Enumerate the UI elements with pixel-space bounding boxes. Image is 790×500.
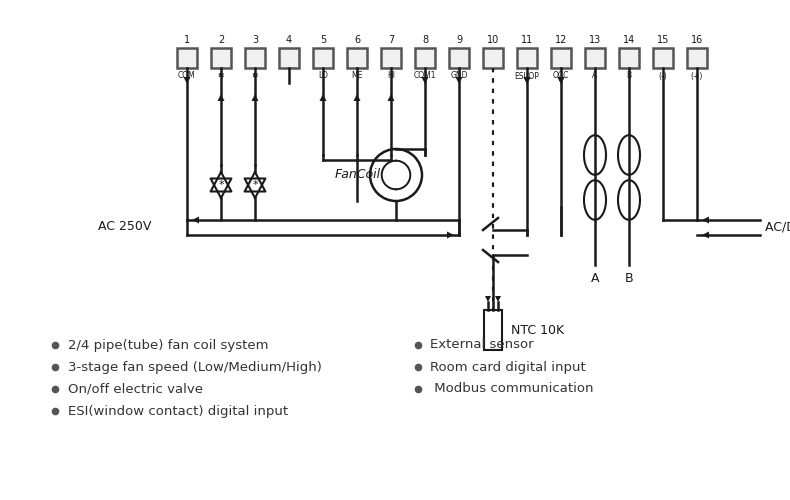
Text: 8: 8 <box>422 35 428 45</box>
Polygon shape <box>702 216 709 224</box>
Text: COM: COM <box>178 72 196 80</box>
Polygon shape <box>251 94 258 101</box>
Text: 1: 1 <box>184 35 190 45</box>
Text: ESI(window contact) digital input: ESI(window contact) digital input <box>68 404 288 417</box>
Bar <box>653 48 673 68</box>
Bar <box>483 48 503 68</box>
Polygon shape <box>217 94 224 101</box>
Text: 10: 10 <box>487 35 499 45</box>
Text: B: B <box>626 72 631 80</box>
Text: 3: 3 <box>252 35 258 45</box>
Polygon shape <box>192 216 199 224</box>
Text: LO: LO <box>318 72 328 80</box>
Polygon shape <box>456 77 462 84</box>
Text: 16: 16 <box>691 35 703 45</box>
Text: 3-stage fan speed (Low/Medium/High): 3-stage fan speed (Low/Medium/High) <box>68 360 322 374</box>
Text: FanCoil: FanCoil <box>335 168 381 181</box>
Text: On/off electric valve: On/off electric valve <box>68 382 203 396</box>
Polygon shape <box>388 94 394 101</box>
Bar <box>449 48 469 68</box>
Polygon shape <box>319 94 326 101</box>
Text: AC/DC 24 V: AC/DC 24 V <box>765 220 790 234</box>
Text: Room card digital input: Room card digital input <box>430 360 585 374</box>
Bar <box>551 48 571 68</box>
Text: 5: 5 <box>320 35 326 45</box>
Text: ESI/OP: ESI/OP <box>514 72 540 80</box>
Text: 14: 14 <box>623 35 635 45</box>
Bar <box>245 48 265 68</box>
Bar <box>585 48 605 68</box>
Text: GND: GND <box>450 72 468 80</box>
Polygon shape <box>524 77 531 84</box>
Text: B: B <box>625 272 634 284</box>
Text: 13: 13 <box>589 35 601 45</box>
Bar <box>381 48 401 68</box>
Text: 4: 4 <box>286 35 292 45</box>
Text: 6: 6 <box>354 35 360 45</box>
Bar <box>279 48 299 68</box>
Text: 9: 9 <box>456 35 462 45</box>
Text: AC 250V: AC 250V <box>98 220 152 234</box>
Bar <box>619 48 639 68</box>
Text: 2: 2 <box>218 35 224 45</box>
Polygon shape <box>422 77 428 84</box>
Polygon shape <box>524 77 531 84</box>
Polygon shape <box>485 296 491 302</box>
Polygon shape <box>183 77 190 84</box>
Text: 7: 7 <box>388 35 394 45</box>
Polygon shape <box>495 296 501 302</box>
Bar <box>313 48 333 68</box>
Polygon shape <box>447 232 454 238</box>
Text: COM1: COM1 <box>414 72 436 80</box>
Text: 2/4 pipe(tube) fan coil system: 2/4 pipe(tube) fan coil system <box>68 338 269 351</box>
Text: A: A <box>591 272 600 284</box>
Text: Modbus communication: Modbus communication <box>430 382 593 396</box>
Bar <box>415 48 435 68</box>
Polygon shape <box>558 77 565 84</box>
Text: External sensor: External sensor <box>430 338 533 351</box>
Text: ME: ME <box>352 72 363 80</box>
Bar <box>211 48 231 68</box>
Text: HI: HI <box>387 72 395 80</box>
Bar <box>177 48 197 68</box>
Text: OCC: OCC <box>553 72 569 80</box>
Text: (-): (-) <box>659 72 668 80</box>
Polygon shape <box>558 77 565 84</box>
Text: NTC 10K: NTC 10K <box>511 324 564 336</box>
Text: (+): (+) <box>690 72 703 80</box>
Text: *: * <box>218 180 224 190</box>
Text: 15: 15 <box>656 35 669 45</box>
Polygon shape <box>702 232 709 238</box>
Bar <box>517 48 537 68</box>
Text: *: * <box>252 180 258 190</box>
Text: ✱: ✱ <box>218 72 224 80</box>
Text: ✱: ✱ <box>252 72 258 80</box>
Text: 12: 12 <box>555 35 567 45</box>
Bar <box>484 310 502 350</box>
Bar <box>687 48 707 68</box>
Bar <box>347 48 367 68</box>
Text: 11: 11 <box>521 35 533 45</box>
Text: A: A <box>592 72 597 80</box>
Polygon shape <box>353 94 360 101</box>
